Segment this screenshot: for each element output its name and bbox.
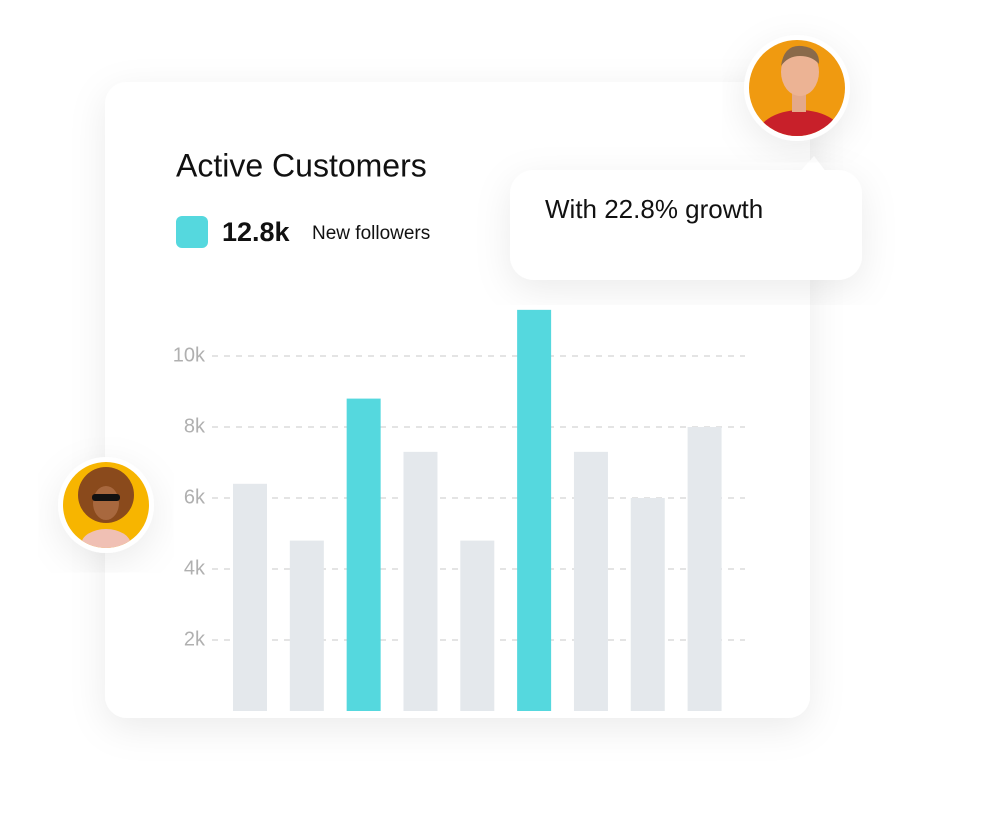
legend-label: New followers <box>312 223 430 244</box>
bar <box>346 398 381 711</box>
bar <box>573 451 608 711</box>
bar <box>687 427 722 711</box>
avatar-woman <box>58 457 154 553</box>
callout-text: With 22.8% growth <box>545 194 763 224</box>
y-tick-label: 10k <box>173 344 206 366</box>
callout-pointer <box>800 156 826 172</box>
y-tick-label: 8k <box>184 415 206 437</box>
callout-box <box>510 170 862 280</box>
y-tick-label: 2k <box>184 628 206 650</box>
callout <box>510 156 862 280</box>
bar <box>630 498 665 711</box>
bar <box>289 540 324 711</box>
plot: 2k 4k 6k 8k 10k <box>173 309 745 711</box>
bar <box>517 309 552 711</box>
avatar-man <box>744 35 850 141</box>
legend-value: 12.8k <box>222 217 291 247</box>
legend-swatch <box>176 216 208 248</box>
bar <box>460 540 495 711</box>
y-tick-label: 6k <box>184 486 206 508</box>
chart-title: Active Customers <box>176 147 427 183</box>
y-tick-label: 4k <box>184 557 206 579</box>
bar <box>233 483 268 711</box>
bar <box>403 451 438 711</box>
